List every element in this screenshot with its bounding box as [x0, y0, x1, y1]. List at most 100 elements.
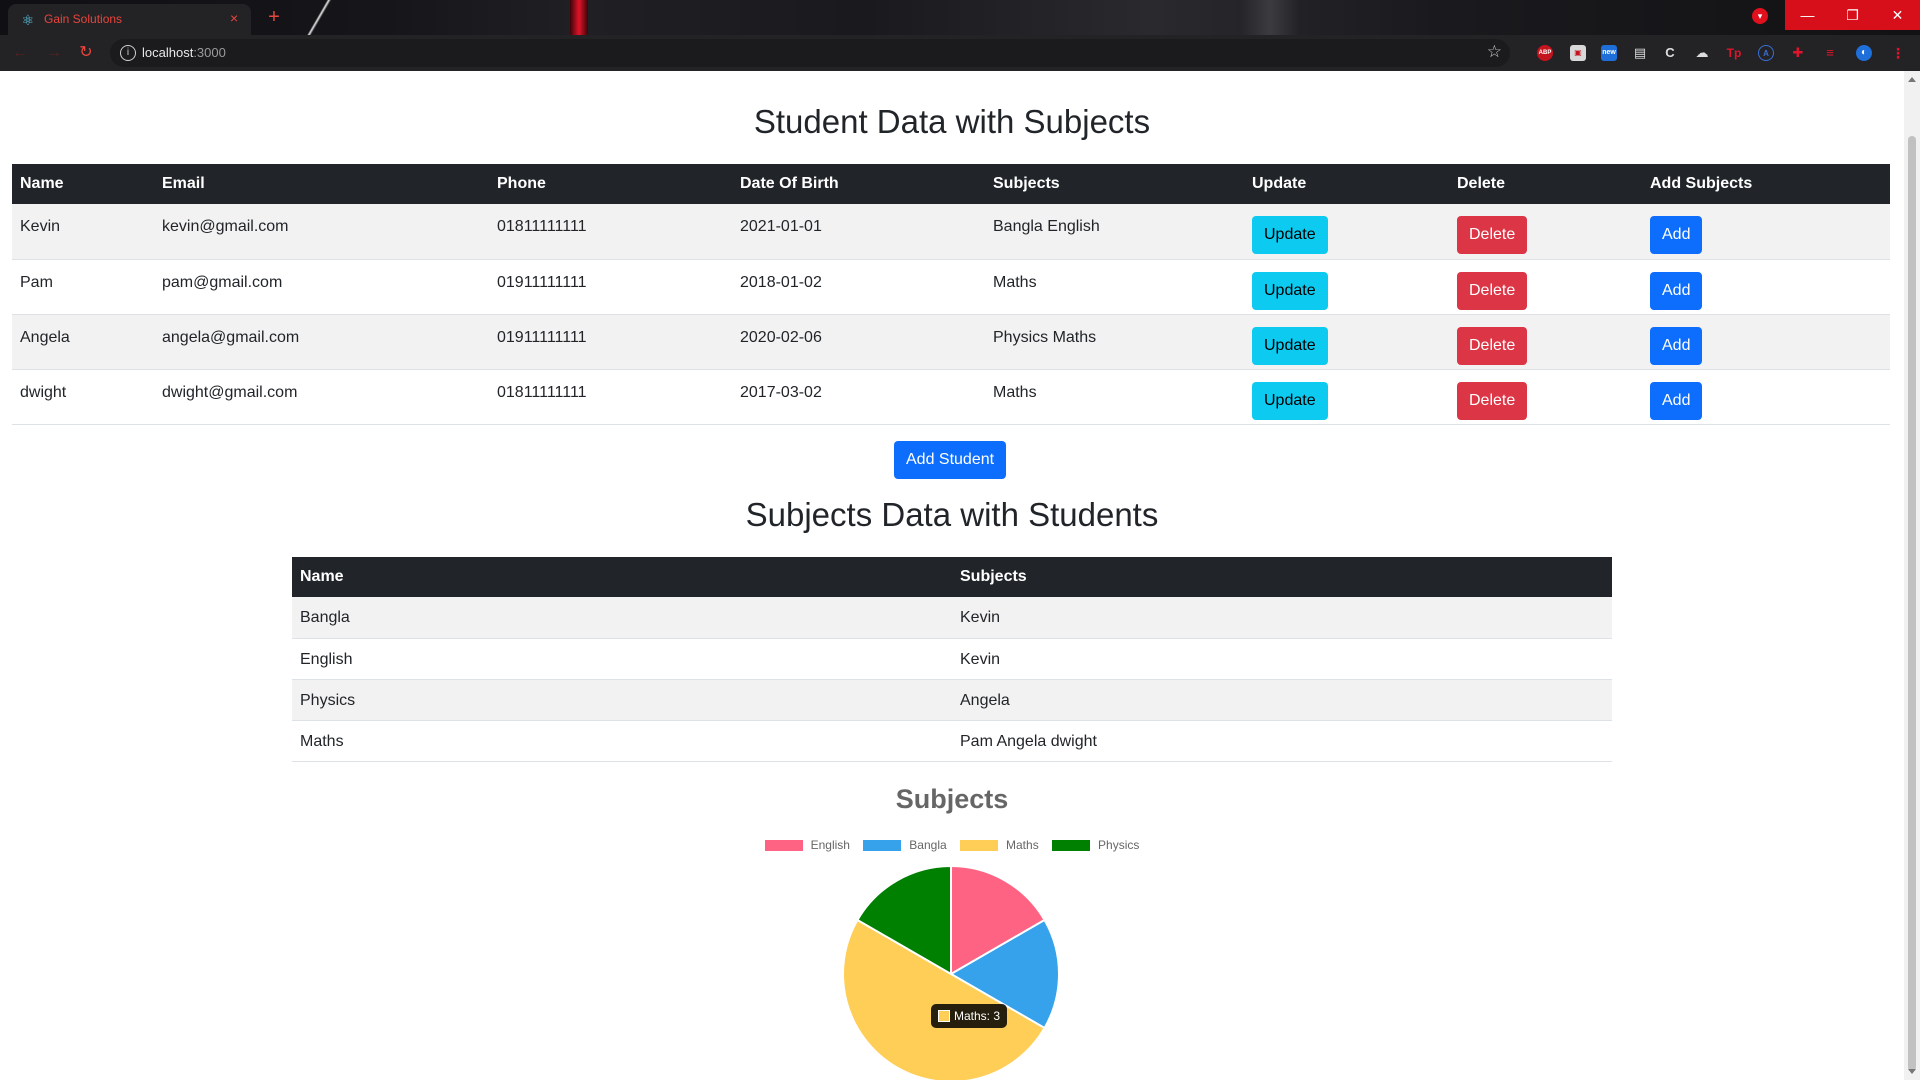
- menu-kebab-icon[interactable]: ⋮: [1891, 45, 1905, 61]
- address-bar[interactable]: i localhost:3000 ☆: [110, 39, 1510, 67]
- subjects-header-row: Name Subjects: [292, 557, 1612, 597]
- student-phone: 01911111111: [489, 259, 732, 315]
- page-content: Student Data with Subjects Name Email Ph…: [0, 71, 1904, 1080]
- student-name: dwight: [12, 369, 154, 425]
- delete-button[interactable]: Delete: [1457, 326, 1528, 365]
- page-scrollbar[interactable]: [1904, 71, 1920, 1080]
- pie-slice-bangla[interactable]: [948, 918, 1060, 1030]
- url-text[interactable]: localhost:3000: [142, 45, 226, 60]
- add-subjects-button[interactable]: Add: [1650, 381, 1703, 420]
- extension-icon-tp[interactable]: Tp: [1726, 46, 1742, 60]
- chart-legend: English Bangla Maths Physics: [0, 838, 1904, 854]
- close-window-button[interactable]: ✕: [1875, 0, 1920, 30]
- add-subjects-button[interactable]: Add: [1650, 326, 1703, 365]
- scroll-thumb[interactable]: [1908, 136, 1916, 1071]
- subject-name: Physics: [292, 679, 952, 721]
- subject-name: Maths: [292, 720, 952, 762]
- pie-slice-english[interactable]: [950, 864, 1046, 976]
- extension-icon-5[interactable]: C: [1665, 45, 1675, 60]
- student-email: kevin@gmail.com: [154, 204, 489, 260]
- legend-item-english[interactable]: English: [764, 838, 850, 852]
- update-button[interactable]: Update: [1252, 381, 1328, 420]
- table-row: Maths Pam Angela dwight: [292, 720, 1612, 762]
- student-email: angela@gmail.com: [154, 314, 489, 370]
- add-subjects-button[interactable]: Add: [1650, 216, 1703, 254]
- delete-button[interactable]: Delete: [1457, 271, 1528, 310]
- react-icon: ⚛: [21, 12, 35, 28]
- student-email: dwight@gmail.com: [154, 369, 489, 425]
- header-add-subjects: Add Subjects: [1642, 164, 1890, 204]
- forward-icon[interactable]: →: [46, 44, 62, 61]
- students-title: Student Data with Subjects: [753, 103, 1151, 140]
- header-delete: Delete: [1449, 164, 1642, 204]
- extension-icon-6[interactable]: ☁: [1695, 45, 1709, 60]
- header-subject-students: Subjects: [952, 557, 1612, 597]
- subject-students: Kevin: [952, 597, 1612, 639]
- add-subjects-button[interactable]: Add: [1650, 271, 1703, 310]
- student-subjects: Bangla English: [985, 204, 1244, 260]
- puzzle-icon[interactable]: ✚: [1792, 45, 1804, 60]
- header-update: Update: [1244, 164, 1449, 204]
- subjects-table: Name Subjects Bangla Kevin English Kevin…: [292, 557, 1612, 762]
- header-email: Email: [154, 164, 489, 204]
- profile-avatar-icon[interactable]: ◐: [1856, 45, 1872, 61]
- subject-name: English: [292, 638, 952, 680]
- bookmark-star-icon[interactable]: ☆: [1486, 42, 1502, 61]
- browser-tab[interactable]: ⚛ Gain Solutions ×: [8, 4, 251, 35]
- student-dob: 2020-02-06: [732, 314, 985, 370]
- profile-icon[interactable]: ▾: [1752, 8, 1768, 24]
- legend-item-maths[interactable]: Maths: [960, 838, 1039, 852]
- table-row: Angela angela@gmail.com 01911111111 2020…: [12, 314, 1890, 370]
- add-student-button[interactable]: Add Student: [894, 441, 1007, 479]
- delete-button[interactable]: Delete: [1457, 381, 1528, 420]
- reload-icon[interactable]: ↻: [79, 44, 93, 61]
- student-phone: 01811111111: [489, 204, 732, 260]
- chart-title: Subjects: [895, 784, 1009, 814]
- update-button[interactable]: Update: [1252, 216, 1328, 254]
- subject-students: Angela: [952, 679, 1612, 721]
- back-icon[interactable]: ←: [12, 44, 28, 61]
- scroll-down-arrow-icon[interactable]: [1908, 1069, 1916, 1074]
- table-row: dwight dwight@gmail.com 01811111111 2017…: [12, 369, 1890, 425]
- browser-toolbar: ← → ↻ i localhost:3000 ☆ ABP ▣ new ▤ C ☁…: [0, 35, 1920, 71]
- scroll-up-arrow-icon[interactable]: [1908, 77, 1916, 82]
- student-dob: 2017-03-02: [732, 369, 985, 425]
- legend-item-physics[interactable]: Physics: [1052, 838, 1139, 852]
- header-dob: Date Of Birth: [732, 164, 985, 204]
- table-row: Bangla Kevin: [292, 597, 1612, 639]
- update-button[interactable]: Update: [1252, 271, 1328, 310]
- pie-slice-maths[interactable]: [842, 918, 1046, 1080]
- browser-chrome: ⚛ Gain Solutions × + ▾ — ❐ ✕ ← → ↻ i loc…: [0, 0, 1920, 71]
- legend-label: Physics: [1098, 838, 1140, 852]
- subjects-pie-chart[interactable]: [841, 864, 1061, 1080]
- student-subjects: Physics Maths: [985, 314, 1244, 370]
- reading-list-icon[interactable]: ≡: [1826, 45, 1834, 60]
- tooltip-swatch: [938, 1010, 950, 1022]
- adblock-extension-icon[interactable]: ABP: [1537, 45, 1553, 61]
- student-email: pam@gmail.com: [154, 259, 489, 315]
- tab-close-icon[interactable]: ×: [230, 10, 239, 26]
- student-name: Pam: [12, 259, 154, 315]
- tab-title: Gain Solutions: [44, 12, 123, 26]
- student-name: Kevin: [12, 204, 154, 260]
- student-phone: 01911111111: [489, 314, 732, 370]
- extension-icon-8[interactable]: A: [1758, 45, 1774, 61]
- update-button[interactable]: Update: [1252, 326, 1328, 365]
- legend-swatch: [1052, 839, 1091, 851]
- table-row: Pam pam@gmail.com 01911111111 2018-01-02…: [12, 259, 1890, 315]
- legend-item-bangla[interactable]: Bangla: [863, 838, 947, 852]
- legend-swatch: [764, 839, 803, 851]
- pie-slice-physics[interactable]: [856, 864, 952, 976]
- extension-icon-2[interactable]: ▣: [1570, 45, 1586, 61]
- info-icon[interactable]: i: [120, 45, 136, 61]
- student-name: Angela: [12, 314, 154, 370]
- minimize-button[interactable]: —: [1785, 0, 1830, 30]
- restore-button[interactable]: ❐: [1830, 0, 1875, 30]
- legend-swatch: [863, 839, 902, 851]
- extension-icon-new[interactable]: new: [1601, 45, 1617, 61]
- new-tab-button[interactable]: +: [268, 6, 280, 28]
- header-name: Name: [12, 164, 154, 204]
- extension-icon-4[interactable]: ▤: [1633, 45, 1647, 60]
- students-table: Name Email Phone Date Of Birth Subjects …: [12, 164, 1890, 425]
- delete-button[interactable]: Delete: [1457, 216, 1528, 254]
